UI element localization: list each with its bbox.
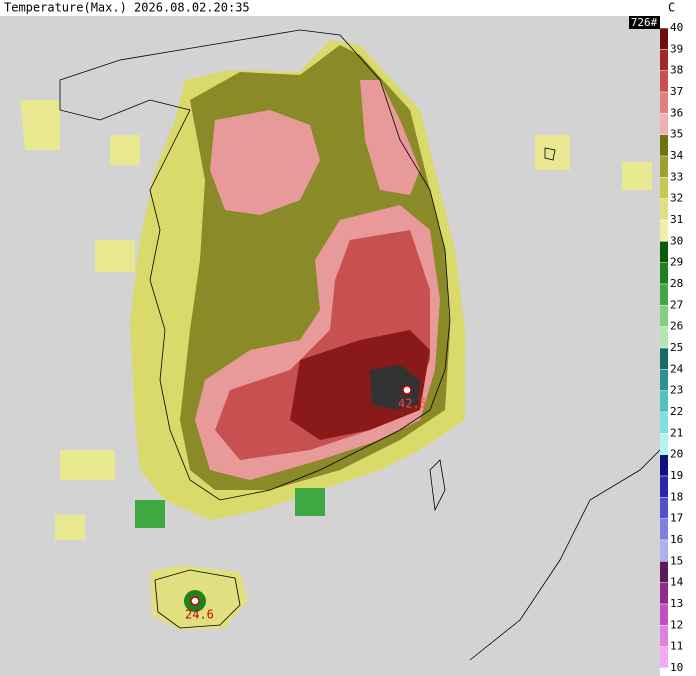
colorbar-label: 28 [670,277,683,290]
colorbar-segment [660,390,668,412]
annotation: 24.6 [185,608,214,622]
colorbar-label: 38 [670,64,683,77]
colorbar-segment [660,476,668,498]
colorbar-label: 29 [670,256,683,269]
colorbar-label: 37 [670,85,683,98]
colorbar-segment [660,412,668,434]
colorbar-label: 35 [670,128,683,141]
colorbar-segment [660,134,668,156]
colorbar-label: 36 [670,106,683,119]
station-marker [190,385,412,606]
colorbar-label: 40 [670,21,683,34]
colorbar-label: 34 [670,149,684,162]
count-box [629,16,660,29]
colorbar-segment [660,326,668,348]
colorbar-label: 14 [670,576,684,589]
colorbar-segment [660,156,668,178]
colorbar-segment [660,241,668,263]
unit: C [668,1,675,15]
colorbar-label: 11 [670,640,683,653]
colorbar-segment [660,220,668,242]
colorbar-label: 19 [670,469,683,482]
colorbar-segment [660,561,668,583]
colorbar-label: 20 [670,448,683,461]
colorbar-segment [660,70,668,92]
colorbar-label: 31 [670,213,683,226]
colorbar: 10 11 12 13 14 15 16 17 18 19 20 21 22 23 24 25 26 27 28 29… [660,21,684,674]
colorbar-segment [660,454,668,476]
colorbar-label: 18 [670,490,683,503]
colorbar-segment [660,262,668,284]
colorbar-label: 39 [670,42,683,55]
colorbar-label: 21 [670,426,683,439]
colorbar-label: 32 [670,192,683,205]
colorbar-segment [660,369,668,391]
colorbar-label: 26 [670,320,683,333]
colorbar-segment [660,92,668,114]
colorbar-label: 12 [670,618,683,631]
colorbar-label: 17 [670,512,683,525]
colorbar-segment [660,305,668,327]
colorbar-segment [660,49,668,71]
title: Temperature(Max.) 2026.08.02.20:35 [4,1,250,15]
colorbar-segment [660,582,668,604]
colorbar-label: 13 [670,597,683,610]
colorbar-segment [660,177,668,199]
colorbar-segment [660,28,668,50]
colorbar-label: 25 [670,341,683,354]
colorbar-segment [660,348,668,370]
colorbar-segment [660,497,668,519]
colorbar-segment [660,198,668,220]
colorbar-label: 27 [670,298,683,311]
colorbar-segment [660,284,668,306]
colorbar-segment [660,433,668,455]
coastline [59,29,661,661]
colorbar-label: 24 [670,362,684,375]
colorbar-segment [660,540,668,562]
colorbar-segment [660,604,668,626]
colorbar-label: 30 [670,234,683,247]
annotation: 42.5 [398,397,427,411]
colorbar-label: 10 [670,661,683,674]
colorbar-segment [660,625,668,647]
temperature-field [20,40,652,630]
colorbar-label: 16 [670,533,683,546]
count: 726# [631,16,658,29]
colorbar-label: 22 [670,405,683,418]
colorbar-segment [660,113,668,135]
colorbar-label: 33 [670,170,683,183]
colorbar-segment [660,518,668,540]
colorbar-label: 15 [670,554,683,567]
colorbar-label: 23 [670,384,683,397]
colorbar-segment [660,646,668,668]
